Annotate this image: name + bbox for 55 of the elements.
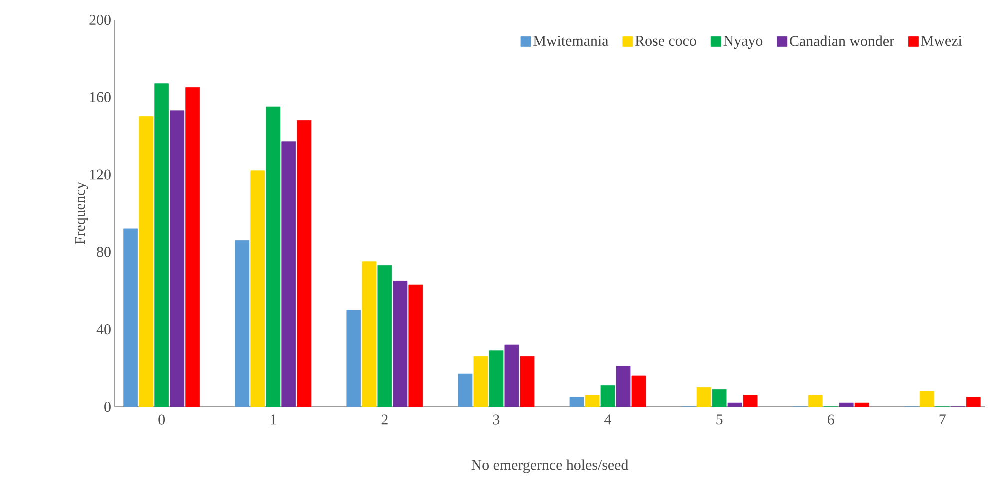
bar bbox=[616, 366, 631, 408]
bar bbox=[808, 395, 823, 408]
bar bbox=[504, 344, 520, 408]
x-tick-label: 3 bbox=[493, 414, 500, 425]
legend-label: Canadian wonder bbox=[790, 36, 894, 46]
bar bbox=[839, 402, 854, 408]
bar bbox=[600, 386, 616, 408]
bar bbox=[346, 310, 362, 408]
bar bbox=[362, 262, 377, 408]
x-tick-label: 6 bbox=[828, 414, 834, 425]
x-tick-label: 0 bbox=[158, 414, 166, 425]
bar bbox=[297, 120, 312, 408]
y-tick-label: 120 bbox=[90, 170, 111, 180]
legend-label: Rose coco bbox=[636, 36, 696, 46]
bar bbox=[728, 402, 742, 408]
bar bbox=[282, 142, 296, 408]
bar bbox=[696, 387, 712, 408]
y-axis-title: Frequency bbox=[75, 182, 88, 245]
bar bbox=[186, 88, 200, 408]
bar bbox=[139, 116, 154, 408]
bar bbox=[966, 397, 981, 408]
bar bbox=[743, 395, 758, 408]
bar bbox=[712, 389, 727, 408]
bar bbox=[408, 284, 424, 408]
bar bbox=[170, 110, 185, 408]
bar bbox=[458, 374, 473, 408]
bar bbox=[920, 391, 934, 408]
y-tick-label: 40 bbox=[96, 324, 111, 335]
bar bbox=[489, 350, 504, 408]
bar bbox=[393, 281, 408, 408]
y-tick-label: 80 bbox=[97, 247, 111, 258]
bar bbox=[235, 240, 250, 408]
bar bbox=[632, 376, 646, 408]
x-tick-label: 7 bbox=[940, 414, 946, 425]
y-tick-label: 0 bbox=[104, 402, 111, 412]
y-tick-label: 160 bbox=[90, 92, 111, 102]
bar bbox=[854, 402, 870, 408]
x-tick-label: 5 bbox=[716, 414, 723, 425]
bar bbox=[124, 228, 138, 408]
x-tick-label: 1 bbox=[270, 414, 276, 425]
bar bbox=[520, 356, 535, 408]
bar bbox=[570, 397, 584, 408]
bar bbox=[474, 356, 488, 408]
bar bbox=[154, 84, 170, 408]
legend-label: Nyayo bbox=[724, 36, 763, 50]
x-tick-label: 2 bbox=[382, 414, 388, 425]
bar bbox=[378, 266, 392, 408]
bar bbox=[266, 106, 281, 408]
legend-label: Mwitemania bbox=[534, 36, 609, 46]
bar bbox=[250, 170, 266, 408]
y-tick-label: 200 bbox=[90, 14, 111, 26]
x-axis-title: No emergernce holes/seed bbox=[472, 460, 629, 474]
bar bbox=[585, 395, 600, 408]
x-tick-label: 4 bbox=[604, 414, 612, 425]
legend-label: Mwezi bbox=[921, 36, 962, 46]
